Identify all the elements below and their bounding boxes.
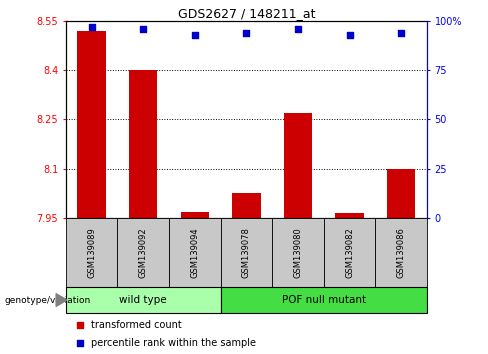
Bar: [221, 287, 427, 313]
Bar: [335, 213, 364, 218]
Bar: [324, 218, 375, 287]
Bar: [66, 218, 118, 287]
Bar: [284, 113, 312, 218]
Text: genotype/variation: genotype/variation: [5, 296, 91, 304]
Bar: [181, 212, 209, 218]
Text: wild type: wild type: [120, 295, 167, 305]
Point: [397, 30, 405, 36]
Bar: [375, 218, 427, 287]
Point: [88, 24, 96, 30]
Bar: [78, 31, 106, 218]
Point: [346, 32, 353, 38]
Bar: [129, 70, 158, 218]
Bar: [221, 218, 272, 287]
Text: GSM139089: GSM139089: [87, 227, 96, 278]
Text: GSM139080: GSM139080: [293, 227, 303, 278]
Bar: [232, 193, 261, 218]
Text: percentile rank within the sample: percentile rank within the sample: [91, 338, 256, 348]
Point: [140, 26, 147, 32]
Bar: [66, 287, 221, 313]
Title: GDS2627 / 148211_at: GDS2627 / 148211_at: [178, 7, 315, 20]
Text: GSM139092: GSM139092: [139, 227, 148, 278]
Text: GSM139078: GSM139078: [242, 227, 251, 278]
Bar: [387, 169, 415, 218]
Text: POF null mutant: POF null mutant: [282, 295, 366, 305]
Bar: [272, 218, 324, 287]
Point: [191, 32, 199, 38]
Point: [243, 30, 250, 36]
Text: transformed count: transformed count: [91, 320, 182, 330]
Text: GSM139094: GSM139094: [190, 227, 200, 278]
Bar: [169, 218, 221, 287]
Point: [294, 26, 302, 32]
Text: GSM139082: GSM139082: [345, 227, 354, 278]
Text: GSM139086: GSM139086: [397, 227, 406, 278]
Bar: [118, 218, 169, 287]
Point: [77, 340, 84, 346]
Point: [77, 322, 84, 327]
